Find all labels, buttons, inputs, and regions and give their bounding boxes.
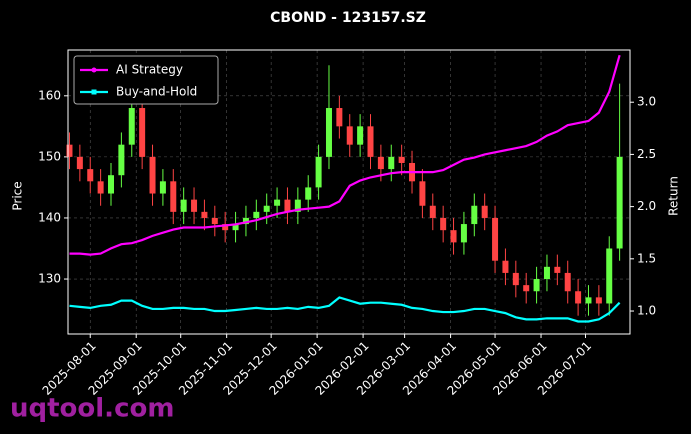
- candle-body: [274, 199, 281, 206]
- candle-body: [543, 266, 550, 280]
- candle-body: [66, 144, 73, 157]
- candle-body: [97, 181, 104, 194]
- candle-body: [305, 187, 312, 200]
- candle-body: [201, 211, 208, 218]
- candle-body: [87, 169, 94, 182]
- candle-body: [595, 297, 602, 304]
- plot-frame: [67, 49, 631, 335]
- watermark: uqtool.com: [10, 394, 174, 424]
- legend-marker: [91, 89, 97, 95]
- candle-body: [211, 217, 218, 225]
- candle-body: [606, 248, 613, 304]
- candle-body: [585, 297, 592, 304]
- candle-body: [294, 199, 301, 212]
- y-tick-label: 150: [38, 149, 61, 163]
- y2-tick-label: 1.0: [637, 304, 656, 318]
- candle-body: [284, 199, 291, 212]
- candle-body: [554, 266, 561, 273]
- candle-body: [170, 181, 177, 212]
- candle-body: [460, 224, 467, 243]
- candle-body: [180, 199, 187, 212]
- candle-body: [242, 217, 249, 225]
- candle-body: [118, 144, 125, 176]
- candle-body: [450, 230, 457, 243]
- candle-body: [108, 175, 115, 194]
- candle-body: [357, 126, 364, 145]
- candle-body: [398, 156, 405, 163]
- legend-marker: [91, 67, 97, 73]
- candle-body: [149, 156, 156, 194]
- candle-body: [76, 156, 83, 170]
- candle-body: [481, 205, 488, 218]
- candle-body: [377, 156, 384, 170]
- return-line: [69, 296, 621, 323]
- candle-body: [492, 217, 499, 261]
- candle-body: [419, 181, 426, 206]
- candle-body: [512, 272, 519, 286]
- candle-body: [128, 108, 135, 145]
- candle-body: [222, 224, 229, 231]
- candle-body: [191, 199, 198, 212]
- candle-body: [502, 260, 509, 273]
- y2-axis-label: Return: [667, 176, 681, 216]
- candle-body: [367, 126, 374, 157]
- candle-body: [616, 156, 623, 249]
- candle-body: [471, 205, 478, 225]
- y2-tick-label: 1.5: [637, 251, 656, 265]
- y-axis-label: Price: [11, 181, 25, 210]
- candle-body: [336, 108, 343, 127]
- candle-body: [564, 272, 571, 292]
- candle-body: [429, 205, 436, 218]
- legend-label: Buy-and-Hold: [116, 85, 197, 99]
- candle-body: [159, 181, 166, 194]
- candle-body: [388, 156, 395, 170]
- candle-body: [139, 108, 146, 157]
- candle-body: [440, 217, 447, 231]
- y-tick-label: 140: [38, 210, 61, 224]
- candle-body: [325, 108, 332, 157]
- candle-body: [533, 279, 540, 292]
- y-tick-label: 130: [38, 272, 61, 286]
- candle-body: [253, 211, 260, 218]
- candle-body: [346, 126, 353, 145]
- candle-body: [523, 285, 530, 292]
- return-line: [69, 54, 621, 256]
- candle-body: [232, 224, 239, 231]
- legend-label: AI Strategy: [116, 63, 183, 77]
- y-tick-label: 160: [38, 88, 61, 102]
- candle-body: [315, 156, 322, 188]
- candle-body: [263, 205, 270, 212]
- chart-title: CBOND - 123157.SZ: [270, 10, 426, 26]
- y2-tick-label: 3.0: [637, 95, 656, 109]
- legend-box: [73, 55, 219, 105]
- y2-tick-label: 2.5: [637, 147, 656, 161]
- candle-body: [575, 291, 582, 304]
- y2-tick-label: 2.0: [637, 199, 656, 213]
